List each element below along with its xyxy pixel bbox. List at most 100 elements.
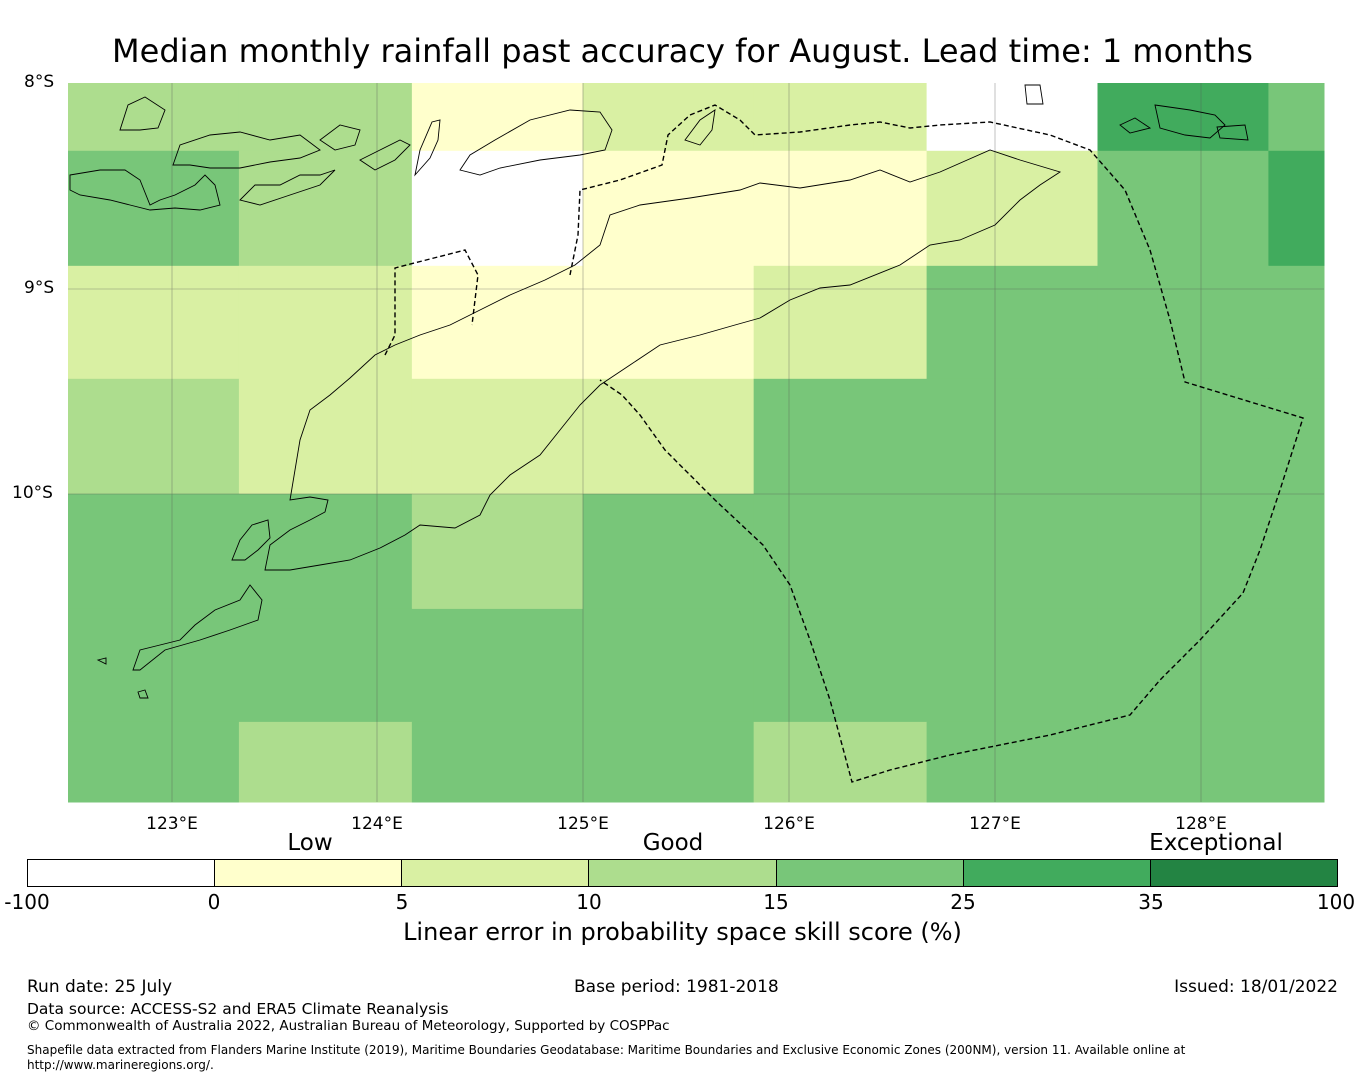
category-good: Good [642, 830, 704, 856]
skill-cell [411, 493, 584, 610]
colorbar-segment [963, 860, 1151, 886]
lon-label-128e: 128°E [1175, 814, 1227, 834]
skill-cell [238, 493, 413, 610]
skill-cell [753, 378, 928, 495]
skill-cell [1097, 493, 1269, 610]
skill-map [68, 83, 1325, 803]
colorbar-segment [28, 860, 216, 886]
colorbar-tick: 0 [207, 890, 221, 914]
skill-cell [582, 608, 755, 723]
skill-cell [926, 608, 1099, 723]
skill-cell [68, 493, 240, 610]
colorbar-segment [776, 860, 964, 886]
skill-cell [411, 721, 584, 803]
colorbar-tick: 35 [1138, 890, 1164, 914]
shapefile-credit-line2: http://www.marineregions.org/. [27, 1058, 214, 1072]
skill-cell [753, 83, 928, 152]
lon-label-124e: 124°E [351, 814, 403, 834]
category-exceptional: Exceptional [1149, 830, 1283, 856]
skill-cell [926, 493, 1099, 610]
skill-cell [926, 265, 1099, 380]
skill-cell [238, 378, 413, 495]
colorbar [27, 859, 1338, 887]
skill-cell [926, 150, 1099, 267]
eez-boundary [384, 104, 1304, 783]
graticule [68, 83, 1324, 802]
copyright: © Commonwealth of Australia 2022, Austra… [27, 1018, 670, 1034]
skill-cell [68, 378, 240, 495]
skill-cell [1268, 150, 1325, 267]
chart-title: Median monthly rainfall past accuracy fo… [112, 32, 1253, 70]
run-date: Run date: 25 July [27, 977, 173, 997]
skill-cell [1097, 150, 1269, 267]
skill-cell [1097, 378, 1269, 495]
shapefile-credit: Shapefile data extracted from Flanders M… [27, 1043, 1277, 1073]
skill-cell [926, 378, 1099, 495]
skill-cell [753, 493, 928, 610]
skill-cell [1268, 378, 1325, 495]
skill-cell [1097, 608, 1269, 723]
issued-date: Issued: 18/01/2022 [1174, 977, 1338, 997]
skill-cell [582, 721, 755, 803]
skill-cell [238, 83, 413, 152]
skill-cell [68, 721, 240, 803]
lon-label-123e: 123°E [146, 814, 198, 834]
category-low: Low [287, 830, 333, 856]
skill-cell [753, 608, 928, 723]
timor-coastline [264, 149, 1062, 571]
skill-cell [1268, 83, 1325, 152]
skill-cell [68, 608, 240, 723]
skill-cell [1268, 265, 1325, 380]
colorbar-segment [589, 860, 777, 886]
skill-cell [582, 378, 755, 495]
coastlines [69, 84, 1249, 699]
skill-cell [238, 265, 413, 380]
colorbar-tick: -100 [4, 890, 50, 914]
skill-cell [1097, 721, 1269, 803]
skill-cell [926, 721, 1099, 803]
skill-cell [582, 150, 755, 267]
skill-cell [926, 83, 1099, 152]
colorbar-tick: 25 [950, 890, 976, 914]
skill-cell [753, 721, 928, 803]
skill-cell [1268, 721, 1325, 803]
skill-cell [411, 378, 584, 495]
skill-cell [753, 150, 928, 267]
skill-cell [411, 265, 584, 380]
data-source: Data source: ACCESS-S2 and ERA5 Climate … [27, 1000, 449, 1018]
shapefile-credit-line1: Shapefile data extracted from Flanders M… [27, 1043, 1186, 1057]
colorbar-tick: 10 [576, 890, 602, 914]
skill-cell [1097, 83, 1269, 152]
colorbar-segment [215, 860, 403, 886]
colorbar-tick: 15 [763, 890, 789, 914]
lat-label-9s: 9°S [24, 278, 55, 298]
skill-cell [411, 83, 584, 152]
skill-cell [582, 265, 755, 380]
colorbar-tick: 100 [1316, 890, 1356, 914]
lon-label-127e: 127°E [969, 814, 1021, 834]
skill-cell [753, 265, 928, 380]
skill-cell [68, 265, 240, 380]
skill-cell [582, 493, 755, 610]
skill-cell [582, 83, 755, 152]
colorbar-label: Linear error in probability space skill … [403, 918, 962, 946]
skill-cell [411, 150, 584, 267]
skill-cell [68, 150, 240, 267]
lat-label-8s: 8°S [24, 72, 55, 92]
skill-cell [1268, 608, 1325, 723]
lon-label-126e: 126°E [763, 814, 815, 834]
skill-cell [238, 150, 413, 267]
colorbar-tick: 5 [395, 890, 409, 914]
skill-cell [68, 83, 240, 152]
skill-cell [238, 608, 413, 723]
skill-cell [411, 608, 584, 723]
skill-grid [68, 83, 1325, 803]
skill-cell [1268, 493, 1325, 610]
skill-cell [1097, 265, 1269, 380]
lat-label-10s: 10°S [12, 483, 53, 503]
colorbar-segment [402, 860, 590, 886]
base-period: Base period: 1981-2018 [574, 977, 779, 997]
lon-label-125e: 125°E [557, 814, 609, 834]
colorbar-segment [1150, 860, 1337, 886]
skill-cell [238, 721, 413, 803]
